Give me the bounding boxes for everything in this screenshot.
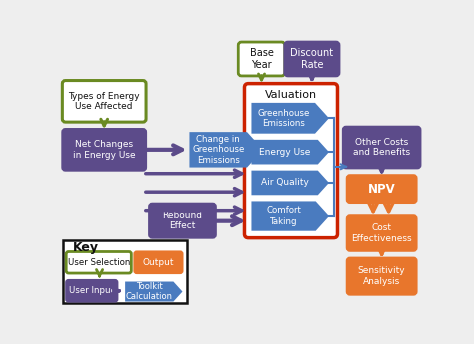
- Polygon shape: [190, 132, 263, 168]
- Text: Types of Energy
Use Affected: Types of Energy Use Affected: [68, 92, 140, 111]
- Text: Change in
Greenhouse
Emissions: Change in Greenhouse Emissions: [192, 135, 245, 165]
- Text: Air Quality: Air Quality: [261, 179, 309, 187]
- FancyBboxPatch shape: [347, 175, 417, 203]
- Text: Greenhouse
Emissions: Greenhouse Emissions: [257, 109, 310, 128]
- FancyBboxPatch shape: [245, 84, 337, 238]
- FancyBboxPatch shape: [63, 129, 146, 171]
- Text: Rebound
Effect: Rebound Effect: [163, 211, 202, 230]
- Text: Toolkit
Calculation: Toolkit Calculation: [126, 282, 173, 301]
- FancyBboxPatch shape: [347, 258, 417, 294]
- Text: Cost
Effectiveness: Cost Effectiveness: [351, 223, 412, 243]
- Polygon shape: [251, 171, 329, 195]
- FancyBboxPatch shape: [63, 240, 187, 303]
- Text: Sensitivity
Analysis: Sensitivity Analysis: [358, 267, 405, 286]
- FancyBboxPatch shape: [149, 204, 216, 238]
- Text: Discount
Rate: Discount Rate: [291, 48, 334, 70]
- Text: Valuation: Valuation: [265, 90, 317, 100]
- FancyBboxPatch shape: [347, 215, 417, 251]
- Text: NPV: NPV: [368, 183, 395, 196]
- FancyBboxPatch shape: [238, 42, 285, 76]
- Text: Key: Key: [73, 241, 99, 254]
- FancyBboxPatch shape: [66, 251, 131, 273]
- Polygon shape: [251, 140, 329, 164]
- Text: User Selection: User Selection: [68, 258, 130, 267]
- Text: Net Changes
in Energy Use: Net Changes in Energy Use: [73, 140, 136, 160]
- Polygon shape: [251, 202, 329, 231]
- Polygon shape: [251, 103, 329, 134]
- Text: Base
Year: Base Year: [250, 48, 273, 70]
- Text: Other Costs
and Benefits: Other Costs and Benefits: [353, 138, 410, 157]
- FancyBboxPatch shape: [343, 127, 420, 168]
- FancyBboxPatch shape: [285, 42, 339, 76]
- Text: User Input: User Input: [69, 286, 114, 295]
- Polygon shape: [125, 281, 182, 302]
- Text: Output: Output: [143, 258, 174, 267]
- Text: Comfort
Taking: Comfort Taking: [266, 206, 301, 226]
- FancyBboxPatch shape: [63, 80, 146, 122]
- FancyBboxPatch shape: [66, 280, 118, 302]
- Text: Energy Use: Energy Use: [259, 148, 310, 157]
- FancyBboxPatch shape: [135, 251, 182, 273]
